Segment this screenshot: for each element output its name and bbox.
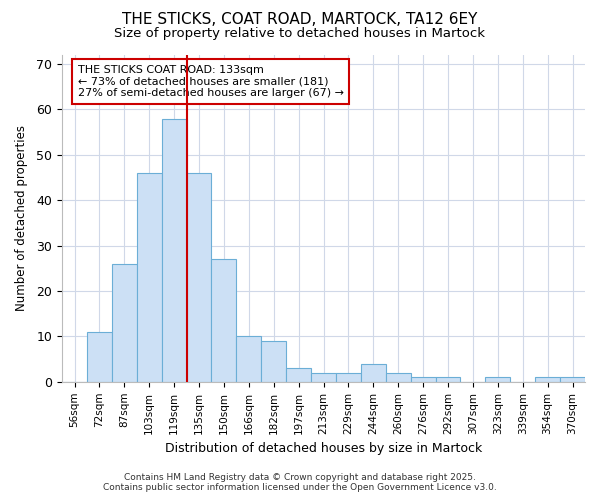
Bar bbox=[485, 378, 510, 382]
Y-axis label: Number of detached properties: Number of detached properties bbox=[15, 126, 28, 312]
Bar bbox=[236, 336, 261, 382]
Bar bbox=[436, 378, 460, 382]
Bar bbox=[112, 264, 137, 382]
Bar bbox=[87, 332, 112, 382]
Bar bbox=[286, 368, 311, 382]
Text: Size of property relative to detached houses in Martock: Size of property relative to detached ho… bbox=[115, 28, 485, 40]
Bar bbox=[261, 341, 286, 382]
Bar bbox=[560, 378, 585, 382]
Bar bbox=[311, 372, 336, 382]
Bar bbox=[137, 173, 161, 382]
Text: THE STICKS COAT ROAD: 133sqm
← 73% of detached houses are smaller (181)
27% of s: THE STICKS COAT ROAD: 133sqm ← 73% of de… bbox=[78, 65, 344, 98]
Bar bbox=[361, 364, 386, 382]
X-axis label: Distribution of detached houses by size in Martock: Distribution of detached houses by size … bbox=[165, 442, 482, 455]
Bar bbox=[211, 260, 236, 382]
Text: THE STICKS, COAT ROAD, MARTOCK, TA12 6EY: THE STICKS, COAT ROAD, MARTOCK, TA12 6EY bbox=[122, 12, 478, 28]
Bar bbox=[410, 378, 436, 382]
Bar bbox=[336, 372, 361, 382]
Bar bbox=[535, 378, 560, 382]
Text: Contains HM Land Registry data © Crown copyright and database right 2025.
Contai: Contains HM Land Registry data © Crown c… bbox=[103, 473, 497, 492]
Bar bbox=[161, 118, 187, 382]
Bar bbox=[386, 372, 410, 382]
Bar bbox=[187, 173, 211, 382]
